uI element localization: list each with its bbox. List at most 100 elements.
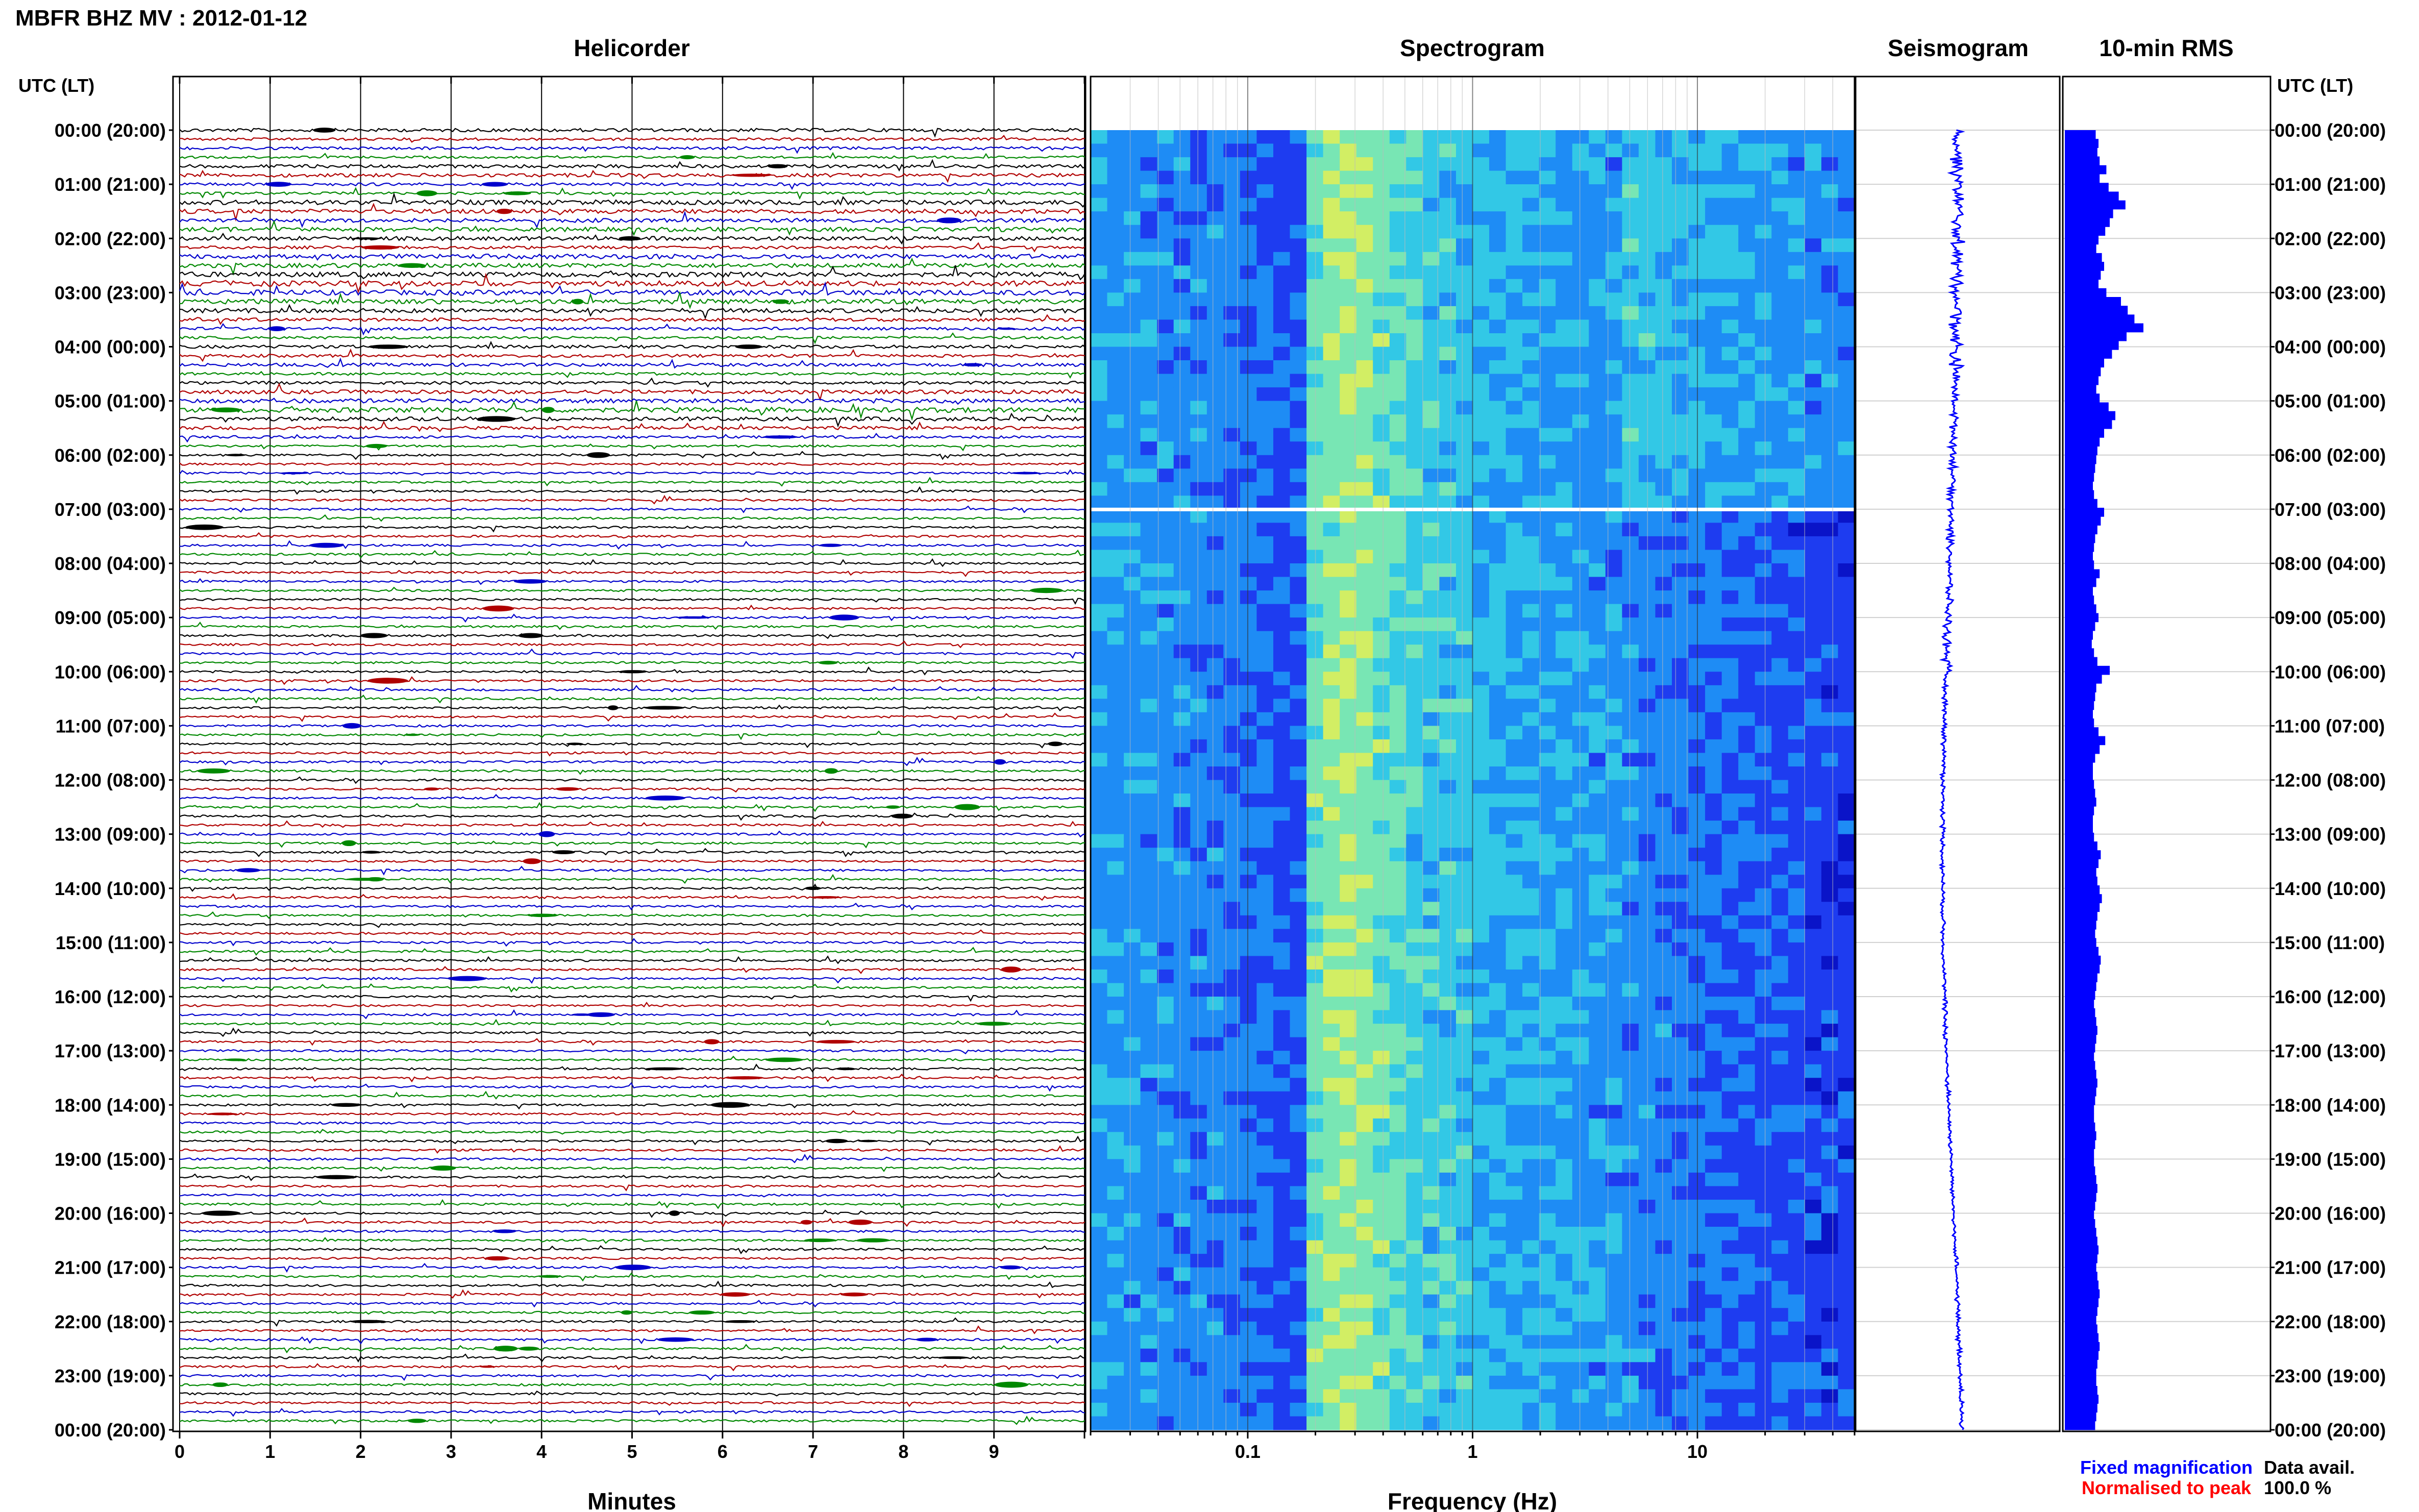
spectrogram-cell	[1306, 536, 1324, 550]
spectrogram-cell	[1721, 1402, 1739, 1417]
spectrogram-cell	[1805, 523, 1822, 537]
spectrogram-cell	[1340, 1132, 1357, 1146]
spectrogram-cell	[1190, 1335, 1207, 1349]
helicorder-trace	[179, 1193, 1085, 1198]
spectrogram-cell	[1157, 1308, 1174, 1322]
spectrogram-cell	[1373, 170, 1390, 185]
spectrogram-cell	[1522, 1281, 1540, 1295]
spectrogram-cell	[1439, 170, 1457, 185]
spectrogram-cell	[1422, 604, 1440, 618]
spectrogram-cell	[1805, 1294, 1822, 1308]
spectrogram-cell	[1422, 753, 1440, 767]
spectrogram-cell	[1672, 495, 1689, 510]
spectrogram-cell	[1638, 482, 1656, 496]
rms-bar	[2065, 1412, 2096, 1422]
spectrogram-cell	[1655, 726, 1672, 740]
spectrogram-cell	[1738, 333, 1756, 348]
spectrogram-cell	[1323, 550, 1340, 564]
spectrogram-cell	[1539, 1200, 1556, 1214]
spectrogram-cell	[1738, 861, 1756, 875]
spectrogram-cell	[1771, 942, 1789, 956]
spectrogram-cell	[1556, 1389, 1573, 1403]
spectrogram-cell	[1638, 414, 1656, 429]
spectrogram-cell	[1406, 1037, 1423, 1051]
spectrogram-cell	[1173, 617, 1191, 632]
spectrogram-cell	[1356, 699, 1373, 713]
spectrogram-cell	[1622, 631, 1639, 645]
spectrogram-cell	[1788, 577, 1805, 591]
spectrogram-cell	[1771, 1118, 1789, 1132]
spectrogram-cell	[1655, 902, 1672, 916]
rms-bar	[2065, 578, 2096, 587]
spectrogram-cell	[1240, 360, 1257, 375]
spectrogram-cell	[1556, 1348, 1573, 1362]
spectrogram-cell	[1489, 211, 1507, 226]
spectrogram-cell	[1124, 929, 1141, 943]
spectrogram-cell	[1173, 888, 1191, 902]
helicorder-trace	[179, 911, 1085, 919]
spectrogram-cell	[1456, 780, 1473, 794]
spectrogram-cell	[1406, 184, 1423, 199]
spectrogram-cell	[1456, 1159, 1473, 1173]
spectrogram-cell	[1240, 1118, 1257, 1132]
spectrogram-cell	[1456, 1267, 1473, 1281]
spectrogram-cell	[1140, 279, 1157, 293]
spectrogram-cell	[1356, 509, 1373, 523]
helicorder-event	[765, 1057, 803, 1062]
spectrogram-cell	[1091, 157, 1108, 171]
spectrogram-cell	[1290, 509, 1307, 523]
helicorder-event	[503, 191, 531, 195]
spectrogram-cell	[1340, 1348, 1357, 1362]
spectrogram-cell	[1340, 563, 1357, 578]
spectrogram-cell	[1256, 1010, 1274, 1024]
spectrogram-cell	[1589, 1294, 1606, 1308]
spectrogram-cell	[1356, 441, 1373, 456]
spectrogram-cell	[1505, 455, 1523, 469]
spectrogram-cell	[1838, 265, 1855, 280]
spectrogram-cell	[1755, 1132, 1772, 1146]
spectrogram-cell	[1290, 1389, 1307, 1403]
spectrogram-cell	[1505, 685, 1523, 699]
spectrogram-cell	[1805, 563, 1822, 578]
spectrogram-cell	[1638, 807, 1656, 821]
spectrogram-cell	[1522, 157, 1540, 171]
spectrogram-cell	[1771, 1132, 1789, 1146]
spectrogram-cell	[1190, 495, 1207, 510]
spectrogram-cell	[1456, 875, 1473, 889]
spectrogram-cell	[1107, 428, 1124, 442]
spectrogram-cell	[1256, 319, 1274, 334]
spectrogram-cell	[1805, 1078, 1822, 1092]
spectrogram-cell	[1638, 753, 1656, 767]
spectrogram-cell	[1821, 739, 1838, 753]
spectrogram-cell	[1622, 861, 1639, 875]
spectrogram-cell	[1290, 929, 1307, 943]
spectrogram-cell	[1439, 807, 1457, 821]
spectrogram-cell	[1140, 1200, 1157, 1214]
spectrogram-cell	[1439, 1416, 1457, 1430]
spectrogram-cell	[1091, 1348, 1108, 1362]
spectrogram-cell	[1306, 1010, 1324, 1024]
helicorder-trace	[179, 340, 1085, 350]
spectrogram-cell	[1439, 441, 1457, 456]
spectrogram-cell	[1472, 672, 1490, 686]
spectrogram-cell	[1489, 455, 1507, 469]
spectrogram-cell	[1206, 550, 1224, 564]
spectrogram-cell	[1124, 1213, 1141, 1227]
spectrogram-cell	[1406, 170, 1423, 185]
spectrogram-cell	[1456, 401, 1473, 415]
spectrogram-cell	[1672, 1010, 1689, 1024]
spectrogram-cell	[1256, 1375, 1274, 1390]
spectrogram-cell	[1422, 848, 1440, 862]
spectrogram-cell	[1821, 766, 1838, 781]
spectrogram-cell	[1422, 1416, 1440, 1430]
spectrogram-cell	[1838, 563, 1855, 578]
spectrogram-cell	[1273, 455, 1291, 469]
spectrogram-cell	[1323, 1335, 1340, 1349]
spectrogram-cell	[1140, 807, 1157, 821]
spectrogram-cell	[1622, 523, 1639, 537]
spectrogram-cell	[1771, 672, 1789, 686]
spectrogram-cell	[1705, 699, 1722, 713]
spectrogram-cell	[1240, 401, 1257, 415]
spectrogram-cell	[1805, 509, 1822, 523]
spectrogram-cell	[1340, 997, 1357, 1011]
